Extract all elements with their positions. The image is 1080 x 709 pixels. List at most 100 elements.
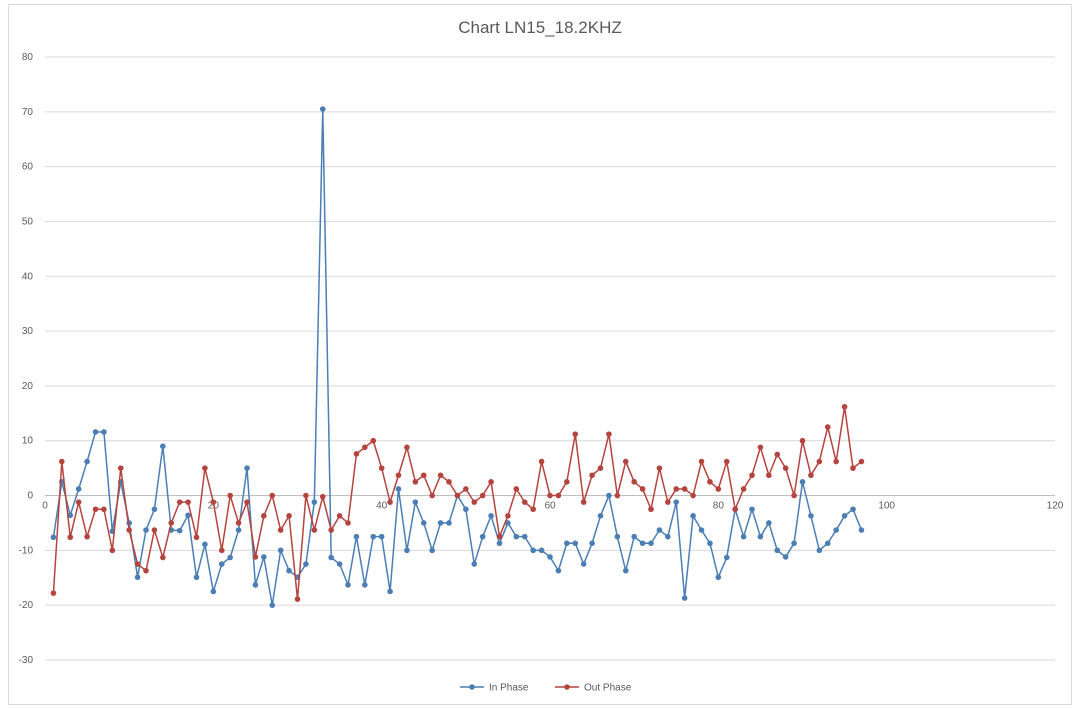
data-point xyxy=(134,561,141,567)
data-point xyxy=(210,588,217,595)
data-point xyxy=(362,582,368,588)
data-point xyxy=(740,486,747,492)
data-point xyxy=(521,499,528,505)
data-point xyxy=(176,499,183,505)
data-point xyxy=(151,506,158,513)
data-point xyxy=(370,437,377,444)
data-point xyxy=(353,533,360,540)
data-point xyxy=(774,451,781,458)
data-point xyxy=(799,437,806,444)
data-point xyxy=(589,472,595,479)
data-point xyxy=(656,527,663,533)
data-point xyxy=(740,533,747,540)
y-tick-label: 10 xyxy=(22,436,34,447)
y-tick-label: 80 xyxy=(22,52,34,63)
data-point xyxy=(824,540,831,547)
chart-frame xyxy=(8,4,1072,705)
data-point xyxy=(328,554,334,561)
data-point xyxy=(286,567,292,574)
data-point xyxy=(547,554,553,560)
data-point xyxy=(429,492,435,499)
data-point xyxy=(639,540,646,547)
x-tick-label: 60 xyxy=(544,501,556,512)
x-tick-label: 120 xyxy=(1047,501,1064,512)
data-point xyxy=(463,486,469,492)
series-line-1 xyxy=(52,108,863,606)
data-point xyxy=(791,492,797,499)
data-point xyxy=(84,533,90,540)
data-point xyxy=(277,527,284,533)
data-point xyxy=(833,527,839,533)
data-point xyxy=(858,527,865,533)
data-point xyxy=(277,547,284,554)
x-tick-label: 100 xyxy=(878,501,895,512)
x-tick-label: 80 xyxy=(713,501,725,512)
data-point xyxy=(244,499,250,505)
data-point xyxy=(622,567,629,574)
y-tick-label: 0 xyxy=(27,491,33,502)
data-point xyxy=(580,499,587,505)
data-point xyxy=(261,513,267,519)
data-point xyxy=(176,527,183,534)
data-point xyxy=(185,512,191,519)
data-point xyxy=(631,479,637,485)
data-point xyxy=(606,492,612,499)
data-point xyxy=(269,492,276,499)
data-point xyxy=(218,561,225,567)
data-point xyxy=(117,465,124,471)
data-point xyxy=(319,106,326,112)
data-point xyxy=(723,458,730,465)
data-point xyxy=(126,527,132,533)
data-point xyxy=(808,513,814,519)
data-point xyxy=(749,472,755,479)
chart-title: Chart LN15_18.2KHZ xyxy=(458,18,622,37)
data-point xyxy=(244,465,250,471)
data-point xyxy=(471,499,478,505)
data-point xyxy=(614,533,621,540)
data-point xyxy=(808,472,814,479)
data-point xyxy=(564,479,570,485)
data-point xyxy=(505,520,511,526)
data-point xyxy=(707,540,713,547)
data-point xyxy=(235,527,242,533)
data-point xyxy=(370,533,377,540)
data-point xyxy=(479,492,486,499)
data-point xyxy=(639,486,646,492)
data-point xyxy=(572,431,579,437)
data-point xyxy=(606,431,612,437)
data-point xyxy=(395,472,402,479)
data-point xyxy=(362,444,368,451)
data-point xyxy=(168,520,175,526)
data-point xyxy=(345,582,351,588)
data-point xyxy=(412,479,419,485)
data-point xyxy=(690,513,696,519)
y-tick-label: 20 xyxy=(22,381,34,392)
data-point xyxy=(235,520,242,526)
data-point xyxy=(463,506,469,513)
data-point xyxy=(160,554,166,561)
data-point xyxy=(732,506,738,513)
data-point xyxy=(101,506,107,513)
data-point xyxy=(648,540,654,547)
data-point xyxy=(513,486,520,492)
data-point xyxy=(218,547,225,554)
data-point xyxy=(412,499,419,505)
data-point xyxy=(454,492,461,499)
data-point xyxy=(328,527,334,533)
data-point xyxy=(446,520,452,526)
data-point xyxy=(850,506,856,513)
data-point xyxy=(530,506,536,513)
data-point xyxy=(681,486,688,492)
data-point xyxy=(707,479,713,485)
data-point xyxy=(622,458,629,465)
legend-label: In Phase xyxy=(489,683,529,694)
data-point xyxy=(395,486,402,492)
data-point xyxy=(850,465,856,471)
data-point xyxy=(496,540,503,547)
data-point xyxy=(665,499,671,505)
data-point xyxy=(109,547,116,554)
data-point xyxy=(774,547,781,554)
data-point xyxy=(690,492,696,499)
data-point xyxy=(824,424,831,430)
data-point xyxy=(227,492,233,499)
